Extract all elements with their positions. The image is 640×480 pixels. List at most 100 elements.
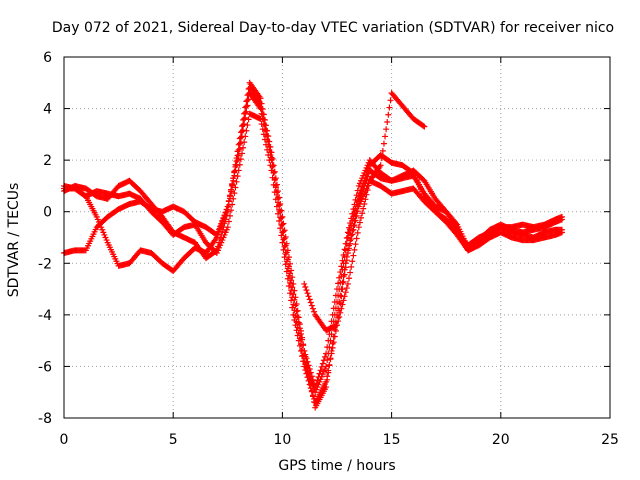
data-point bbox=[229, 201, 236, 208]
data-point bbox=[358, 214, 365, 221]
data-point bbox=[287, 290, 294, 297]
data-point bbox=[226, 212, 233, 219]
data-point bbox=[302, 361, 309, 368]
data-point bbox=[346, 245, 353, 252]
data-point bbox=[237, 129, 244, 136]
data-point bbox=[380, 140, 387, 147]
data-point bbox=[325, 367, 332, 374]
data-point bbox=[213, 231, 220, 238]
data-point bbox=[323, 363, 330, 370]
chart-title: Day 072 of 2021, Sidereal Day-to-day VTE… bbox=[52, 20, 614, 36]
data-point bbox=[337, 279, 344, 286]
data-point bbox=[332, 305, 339, 312]
data-point bbox=[275, 199, 282, 206]
data-point bbox=[259, 111, 266, 118]
data-point bbox=[288, 287, 295, 294]
data-point bbox=[290, 301, 297, 308]
data-point bbox=[336, 286, 343, 293]
data-point bbox=[291, 307, 298, 314]
data-point bbox=[261, 136, 268, 143]
data-point bbox=[335, 292, 342, 299]
data-point bbox=[332, 327, 339, 334]
data-point bbox=[282, 251, 289, 258]
data-point bbox=[341, 293, 348, 300]
data-point bbox=[319, 360, 326, 367]
data-point bbox=[304, 367, 311, 374]
x-tick-label: 15 bbox=[383, 432, 401, 448]
data-point bbox=[387, 97, 394, 104]
data-point bbox=[299, 346, 306, 353]
data-point bbox=[350, 252, 357, 259]
data-point bbox=[343, 285, 350, 292]
data-point bbox=[364, 168, 371, 175]
data-point bbox=[264, 146, 271, 153]
data-point bbox=[344, 280, 351, 287]
data-point bbox=[296, 321, 303, 328]
data-point bbox=[269, 155, 276, 162]
data-point bbox=[347, 269, 354, 276]
y-tick-label: 6 bbox=[43, 50, 52, 66]
data-point bbox=[234, 152, 241, 159]
data-point bbox=[279, 239, 286, 246]
y-tick-label: -8 bbox=[38, 411, 52, 427]
data-point bbox=[306, 296, 313, 303]
data-point bbox=[224, 203, 231, 210]
data-point bbox=[341, 253, 348, 260]
data-point bbox=[377, 162, 384, 169]
data-point bbox=[273, 191, 280, 198]
data-point bbox=[327, 356, 334, 363]
data-point bbox=[326, 344, 333, 351]
data-point bbox=[334, 322, 340, 329]
data-point bbox=[331, 311, 338, 318]
data-point bbox=[305, 370, 312, 377]
data-point bbox=[230, 175, 237, 182]
data-point bbox=[347, 226, 354, 233]
data-point bbox=[355, 193, 362, 200]
data-point bbox=[308, 379, 315, 386]
data-point bbox=[294, 324, 301, 331]
data-point bbox=[353, 201, 360, 208]
data-point bbox=[283, 268, 290, 275]
data-point bbox=[236, 140, 243, 147]
x-tick-label: 5 bbox=[169, 432, 178, 448]
data-point bbox=[295, 329, 302, 336]
data-point bbox=[409, 169, 416, 176]
data-point bbox=[278, 232, 285, 239]
data-point bbox=[296, 335, 303, 342]
data-point bbox=[269, 162, 276, 169]
data-point bbox=[330, 339, 337, 346]
data-point bbox=[260, 131, 267, 138]
data-point bbox=[225, 197, 232, 204]
plot-frame bbox=[63, 56, 611, 419]
y-tick-label: 0 bbox=[43, 205, 52, 221]
data-point bbox=[384, 118, 391, 125]
data-point bbox=[272, 184, 279, 191]
data-point bbox=[297, 341, 304, 348]
data-point bbox=[243, 98, 250, 105]
data-point bbox=[289, 294, 296, 301]
y-tick-label: -4 bbox=[38, 308, 52, 324]
data-point bbox=[339, 301, 346, 308]
data-point bbox=[267, 149, 274, 156]
series-track-b bbox=[61, 79, 565, 411]
data-point bbox=[324, 373, 331, 380]
data-point bbox=[325, 350, 332, 357]
data-point bbox=[558, 229, 565, 236]
data-point bbox=[275, 210, 282, 217]
data-point bbox=[358, 187, 365, 194]
data-point bbox=[308, 302, 315, 309]
data-point bbox=[280, 246, 287, 253]
data-point bbox=[329, 344, 336, 351]
x-tick-label: 10 bbox=[273, 432, 291, 448]
axes: 0 5 10 15 20 25 -8 -6 -4 -2 0 2 4 6 bbox=[38, 50, 619, 448]
data-point bbox=[453, 220, 460, 227]
data-point bbox=[360, 180, 367, 187]
data-point bbox=[344, 234, 351, 241]
data-point bbox=[275, 188, 282, 195]
data-point bbox=[349, 231, 356, 238]
data-point bbox=[311, 308, 318, 315]
data-point bbox=[342, 264, 349, 271]
data-point bbox=[307, 376, 314, 383]
data-point bbox=[340, 260, 347, 267]
